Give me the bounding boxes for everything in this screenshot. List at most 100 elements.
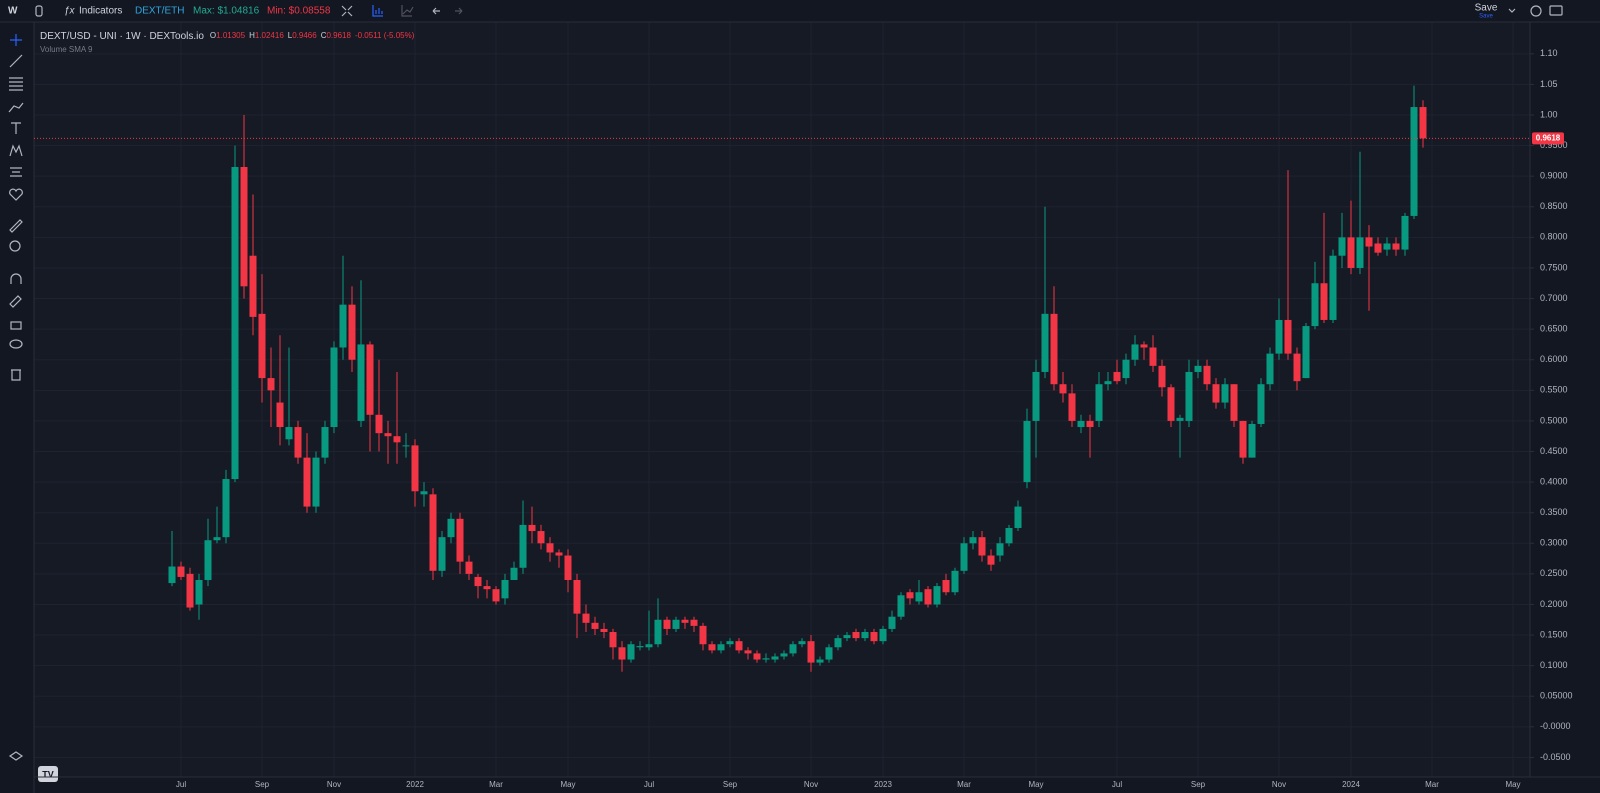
candle-body: [897, 595, 905, 617]
fib-tool[interactable]: [9, 77, 23, 91]
candle-body: [600, 628, 608, 632]
ruler-tool[interactable]: [9, 219, 23, 233]
redo[interactable]: [455, 7, 463, 15]
candle-body: [492, 589, 500, 602]
legend-low: 0.9466: [292, 31, 317, 40]
candle-body: [1050, 313, 1058, 385]
x-tick-label: Mar: [489, 780, 503, 789]
candle-body: [726, 641, 734, 645]
pair-button[interactable]: DEXT/ETH: [135, 6, 184, 17]
text-tool[interactable]: [11, 122, 21, 134]
settings-icon[interactable]: [1530, 5, 1542, 17]
candle-body: [285, 427, 293, 440]
candle-body: [366, 344, 374, 415]
y-tick-label: 0.2000: [1540, 599, 1568, 609]
candle-body: [1257, 384, 1265, 424]
pattern-tool[interactable]: [9, 144, 23, 157]
candle-body: [645, 644, 653, 648]
icon-tool[interactable]: [9, 188, 23, 201]
delete-tool[interactable]: [11, 369, 21, 381]
candle-body: [1239, 420, 1247, 458]
x-tick-label: Jul: [1112, 780, 1122, 789]
undo[interactable]: [432, 7, 440, 15]
screenshot-icon[interactable]: [1549, 5, 1563, 16]
save-dropdown[interactable]: [1508, 8, 1516, 13]
candle-body: [411, 445, 419, 492]
candle-body: [204, 540, 212, 580]
chart-icon[interactable]: [401, 5, 414, 17]
candle-body: [933, 586, 941, 605]
x-tick-label: Jul: [644, 780, 654, 789]
candle-body: [690, 619, 698, 626]
candle-body: [555, 552, 563, 556]
stay-drawing-tool[interactable]: [9, 295, 22, 308]
y-tick-label: 0.6000: [1540, 354, 1568, 364]
candle-body: [987, 555, 995, 565]
last-price-label: 0.9618: [1536, 133, 1561, 142]
candle-body: [177, 566, 185, 577]
candle-body: [762, 658, 770, 660]
candle-body: [528, 524, 536, 532]
candle-body: [312, 457, 320, 507]
trendline-tool[interactable]: [9, 54, 23, 68]
y-tick-label: 0.5000: [1540, 415, 1568, 425]
candle-body: [861, 631, 869, 639]
candle-body: [1365, 237, 1373, 247]
magnet-tool[interactable]: [10, 273, 22, 284]
candle-body: [681, 619, 689, 623]
prediction-tool[interactable]: [10, 167, 22, 177]
tv-logo[interactable]: [38, 766, 58, 782]
compare-icon[interactable]: [372, 5, 383, 17]
save-button[interactable]: Save: [1475, 3, 1498, 14]
candle-body: [1158, 365, 1166, 388]
hide-tool[interactable]: [9, 339, 23, 349]
candle-body: [1194, 365, 1202, 372]
fx-icon[interactable]: ƒx: [64, 6, 76, 17]
x-tick-label: Nov: [327, 780, 341, 789]
fullscreen-icon[interactable]: [341, 5, 353, 17]
candle-body: [357, 344, 365, 421]
y-tick-label: 0.1500: [1540, 629, 1568, 639]
candle-body: [978, 537, 986, 556]
legend-open: 1.01305: [216, 31, 245, 40]
legend: DEXT/USD - UNI · 1W · DEXTools.io O1.0130…: [40, 31, 415, 42]
indicators-button[interactable]: Indicators: [79, 6, 122, 17]
interval[interactable]: W: [8, 6, 18, 17]
candle-body: [951, 570, 959, 593]
candle-body: [240, 167, 248, 287]
candle-body: [1068, 393, 1076, 421]
candle-body: [627, 644, 635, 660]
candle-body: [636, 646, 644, 648]
legend-title: DEXT/USD - UNI · 1W · DEXTools.io: [40, 31, 204, 42]
candle-body: [537, 531, 545, 544]
candle-body: [1401, 215, 1409, 250]
crosshair-tool[interactable]: [10, 34, 22, 46]
candle-body: [195, 579, 203, 605]
y-tick-label: 0.9500: [1540, 140, 1568, 150]
lock-tool[interactable]: [10, 321, 22, 330]
x-tick-label: Nov: [1272, 780, 1286, 789]
candle-body: [1221, 384, 1229, 403]
y-tick-label: 0.4500: [1540, 446, 1568, 456]
max-price: Max: $1.04816: [193, 6, 260, 17]
candle-body: [798, 641, 806, 645]
brush-tool[interactable]: [8, 102, 24, 113]
y-tick-label: 0.3000: [1540, 538, 1568, 548]
candle-body: [879, 628, 887, 642]
candle-body: [870, 631, 878, 642]
candle-body: [249, 255, 257, 317]
y-tick-label: -0.0000: [1540, 721, 1571, 731]
candle-body: [267, 378, 275, 391]
tv-logo-text: TV: [42, 769, 54, 779]
candle-icon[interactable]: [35, 5, 43, 17]
candle-body: [1104, 381, 1112, 385]
candle-body: [1185, 371, 1193, 421]
candle-body: [663, 619, 671, 629]
object-tree[interactable]: [8, 751, 24, 761]
candle-body: [168, 566, 176, 584]
candle-body: [294, 427, 302, 458]
zoom-tool[interactable]: [9, 240, 21, 252]
y-tick-label: 1.05: [1540, 79, 1558, 89]
candle-body: [564, 555, 572, 580]
